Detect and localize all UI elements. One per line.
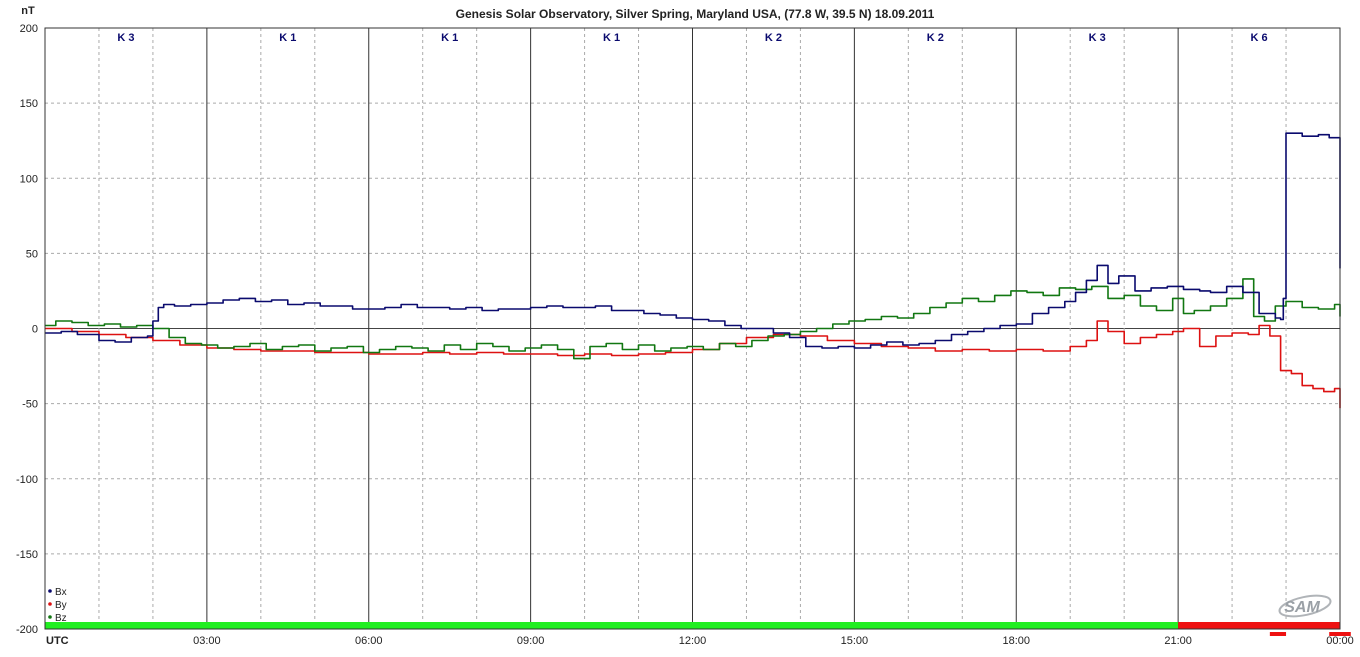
legend-marker-bz (48, 615, 52, 619)
axes: 200 150 100 50 0 -50 -100 -150 -200 03:00 06:00 09:… (16, 23, 1354, 647)
x-tick-label: 21:00 (1164, 635, 1192, 647)
plot-frame (44, 27, 1341, 630)
status-mark (1329, 632, 1351, 636)
k-index-label: K 3 (1089, 32, 1106, 44)
k-index-label: K 1 (279, 32, 296, 44)
x-tick-label: 03:00 (193, 635, 221, 647)
x-axis-utc-label: UTC (46, 635, 69, 647)
y-tick-label: -200 (16, 624, 38, 636)
series-line-bx (45, 132, 1341, 349)
k-index-label: K 6 (1251, 32, 1268, 44)
sam-logo: SAM (1278, 594, 1332, 618)
y-tick-label: -150 (16, 549, 38, 561)
status-segment (45, 622, 1179, 629)
k-index-label: K 1 (603, 32, 620, 44)
k-index-labels: K 3 K 1 K 1 K 1 K 2 K 2 K 3 K 6 (117, 32, 1267, 44)
k-index-label: K 2 (927, 32, 944, 44)
legend-label-by: By (55, 600, 67, 611)
x-tick-label: 18:00 (1002, 635, 1030, 647)
legend-marker-bx (48, 589, 52, 593)
status-mark (1269, 632, 1287, 636)
series-lines (45, 132, 1341, 409)
y-tick-label: 100 (20, 173, 38, 185)
x-tick-label: 06:00 (355, 635, 383, 647)
chart-title: Genesis Solar Observatory, Silver Spring… (456, 7, 935, 21)
k-index-label: K 1 (441, 32, 458, 44)
status-bar (45, 622, 1351, 636)
k-index-label: K 3 (117, 32, 134, 44)
y-tick-label: -100 (16, 474, 38, 486)
y-tick-label: 200 (20, 23, 38, 35)
series-line-bz (45, 278, 1341, 360)
x-tick-label: 12:00 (679, 635, 707, 647)
y-tick-label: 150 (20, 98, 38, 110)
legend-label-bz: Bz (55, 613, 67, 624)
y-tick-label: 0 (32, 324, 38, 336)
legend-label-bx: Bx (55, 587, 67, 598)
k-index-label: K 2 (765, 32, 782, 44)
legend-marker-by (48, 602, 52, 606)
series-line-by (45, 320, 1341, 409)
y-tick-label: 50 (26, 248, 38, 260)
x-tick-label: 09:00 (517, 635, 545, 647)
sam-logo-text: SAM (1284, 599, 1320, 616)
legend: Bx By Bz (48, 587, 67, 624)
y-axis-unit-label: nT (21, 5, 35, 17)
y-tick-label: -50 (22, 399, 38, 411)
x-tick-label: 15:00 (841, 635, 869, 647)
x-tick-label: 00:00 (1326, 635, 1354, 647)
status-segment (1178, 622, 1340, 629)
